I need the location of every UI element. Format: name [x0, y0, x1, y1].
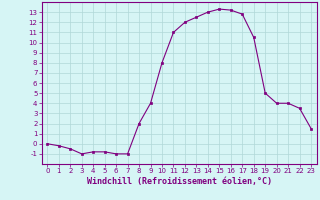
X-axis label: Windchill (Refroidissement éolien,°C): Windchill (Refroidissement éolien,°C) — [87, 177, 272, 186]
